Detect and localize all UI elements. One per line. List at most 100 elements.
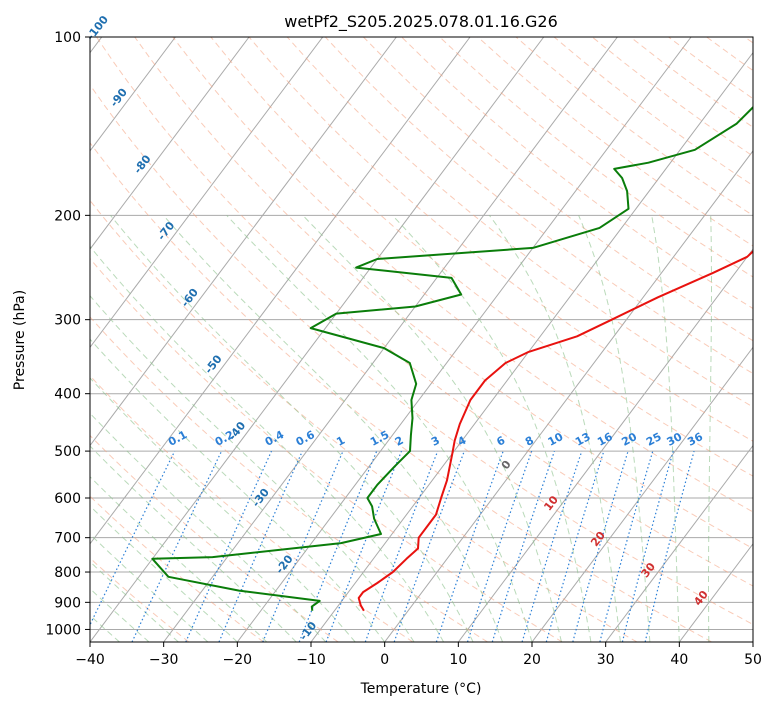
dry-adiabat-line [706, 37, 753, 72]
series-group [151, 105, 753, 612]
mixing-ratio-line [545, 450, 605, 642]
dry-adiabat-line [90, 142, 712, 642]
isotherm-line [90, 37, 250, 250]
x-tick-label: 0 [380, 652, 389, 668]
x-axis-ticks: −40 −30 −20 −10 0 10 20 30 40 50 [75, 642, 762, 668]
dry-adiabat-line [90, 199, 638, 642]
x-tick-label: −30 [149, 652, 179, 668]
x-tick-label: −40 [75, 652, 105, 668]
moist-adiabat-line [90, 295, 415, 642]
moist-adiabat-line [392, 214, 592, 642]
x-axis-label: Temperature (°C) [360, 681, 482, 697]
isotherm-line [90, 37, 545, 642]
x-tick-label: 10 [449, 652, 467, 668]
dry-adiabat-line [172, 37, 753, 513]
moist-adiabat-line [90, 505, 238, 642]
dry-adiabat-label: -100 [84, 13, 111, 43]
dry-adiabat-line [210, 37, 753, 477]
x-tick-label: −20 [223, 652, 253, 668]
moist-adiabat-line [226, 214, 533, 642]
mixing-ratio-line [621, 450, 674, 642]
y-tick-label: 100 [54, 30, 81, 46]
dry-adiabat-line [90, 84, 753, 625]
moist-adiabat-line [90, 412, 327, 642]
chart-title: wetPf2_S205.2025.078.01.16.G26 [284, 12, 558, 32]
mixing-ratio-label: 1.5 [368, 428, 391, 449]
isotherm-line [310, 51, 753, 642]
moist-adiabat-line [708, 215, 712, 642]
isotherm-line [90, 37, 324, 349]
mixing-ratio-line [393, 450, 465, 642]
dry-adiabat-line [90, 557, 190, 642]
dry-adiabat-line [90, 257, 563, 642]
mixing-ratio-label: 0.1 [166, 428, 189, 449]
y-tick-label: 700 [54, 531, 81, 547]
isotherm-line [90, 37, 397, 447]
dewpoint-line [151, 105, 753, 611]
grid-lines [90, 37, 753, 642]
plot-frame [89, 36, 754, 643]
y-axis-ticks: 100 200 300 400 500 600 700 800 900 1000 [45, 30, 90, 638]
mixing-ratio-line [644, 450, 695, 642]
dry-adiabat-label: -80 [131, 152, 154, 176]
mixing-ratio-label: 0.4 [263, 428, 287, 449]
mixing-ratio-line [325, 450, 403, 642]
mixing-ratio-label: 1 [334, 434, 347, 449]
mixing-ratio-line [521, 450, 583, 642]
dry-adiabat-line [439, 37, 753, 278]
dry-adiabat-label: -70 [155, 219, 178, 243]
mixing-ratio-line [90, 450, 176, 627]
isotherm-line [163, 37, 618, 642]
dry-adiabat-label: -10 [297, 619, 320, 643]
dry-adiabat-line [90, 375, 414, 642]
mixing-ratio-label: 13 [573, 430, 593, 449]
moist-adiabat-line [90, 587, 150, 642]
dry-adiabat-line [553, 37, 753, 187]
mixing-ratio-label: 2 [393, 434, 406, 449]
mixing-ratio-line [599, 450, 654, 642]
moist-adiabat-line [110, 214, 474, 642]
mixing-ratio-label: 30 [665, 430, 685, 449]
mixing-ratio-label: 10 [546, 430, 566, 449]
mixing-ratio-line [218, 450, 303, 642]
dry-adiabat-label: 10 [541, 493, 561, 513]
moist-adiabat-line [651, 215, 680, 642]
x-tick-label: 40 [670, 652, 688, 668]
y-tick-label: 1000 [45, 622, 81, 638]
mixing-ratio-label: 0.6 [294, 428, 318, 449]
mixing-ratio-label: 8 [523, 434, 536, 449]
mixing-ratio-line [466, 450, 533, 642]
moist-adiabat-line [90, 476, 268, 642]
moist-adiabat-line [90, 533, 209, 642]
dry-adiabat-line [248, 37, 753, 442]
isotherm-line [752, 641, 753, 642]
x-tick-label: 50 [744, 652, 762, 668]
dry-adiabat-line [134, 37, 753, 550]
mixing-ratio-label: 36 [685, 430, 705, 449]
moist-adiabat-line [90, 245, 445, 642]
x-tick-label: −10 [296, 652, 326, 668]
y-tick-label: 400 [54, 387, 81, 403]
mixing-ratio-line [491, 450, 555, 642]
moist-adiabat-line [578, 215, 651, 642]
y-tick-label: 500 [54, 444, 81, 460]
isotherm-line [90, 37, 471, 545]
moist-adiabat-line [488, 215, 621, 642]
dry-adiabat-line [401, 37, 753, 310]
dry-adiabat-label: -30 [250, 486, 273, 510]
dry-adiabat-line [668, 37, 753, 100]
isotherm-line [457, 248, 753, 642]
y-tick-label: 800 [54, 565, 81, 581]
mixing-ratio-line [572, 450, 629, 642]
isotherm-line [384, 150, 753, 642]
isotherm-line [90, 37, 176, 152]
mixing-ratio-label: 25 [644, 430, 664, 449]
mixing-ratio-line [298, 450, 378, 642]
isotherm-line [678, 542, 753, 642]
y-tick-label: 200 [54, 208, 81, 224]
background-adiabats [90, 37, 753, 642]
temperature-line [357, 250, 753, 612]
moist-adiabat-line [163, 214, 503, 642]
mixing-ratio-line [364, 450, 439, 642]
dry-adiabat-line [744, 37, 753, 44]
